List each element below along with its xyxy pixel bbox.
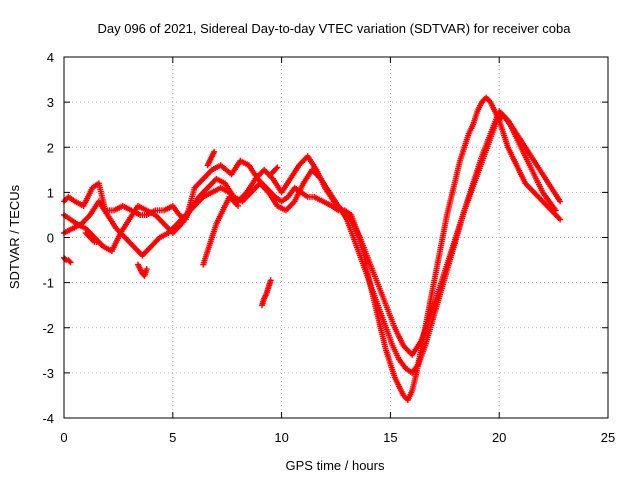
y-tick-label: -3 [42,366,54,381]
x-tick-label: 0 [60,430,67,445]
y-axis-label: SDTVAR / TECUs [7,184,22,289]
data-point [557,216,564,223]
x-tick-label: 25 [601,430,615,445]
chart-title: Day 096 of 2021, Sidereal Day-to-day VTE… [97,21,571,36]
data-point [552,207,559,214]
y-tick-label: 0 [47,231,54,246]
y-tick-label: 4 [47,50,54,65]
y-tick-label: 1 [47,185,54,200]
y-tick-label: 3 [47,95,54,110]
data-point [235,202,242,209]
x-tick-label: 20 [492,430,506,445]
x-tick-label: 10 [274,430,288,445]
data-point [273,165,280,172]
data-series [61,254,74,266]
data-point [211,148,218,155]
data-series [61,108,564,358]
tick-layer: 0 5 10 15 20 25 -4 -3 -2 -1 0 1 2 3 4 [42,50,615,445]
data-point [274,164,281,171]
data-layer [61,94,564,403]
grid-layer [64,57,608,418]
data-point [67,259,74,266]
y-tick-label: -4 [42,411,54,426]
data-series [200,193,242,268]
data-point [62,255,69,262]
y-tick-label: 2 [47,140,54,155]
x-tick-label: 5 [169,430,176,445]
data-series [204,148,218,169]
x-tick-label: 15 [383,430,397,445]
data-series [267,164,281,178]
data-series [134,261,150,279]
data-point [100,243,107,250]
x-axis-label: GPS time / hours [286,458,385,473]
data-point [66,258,73,265]
y-tick-label: -2 [42,321,54,336]
data-point [557,198,564,205]
data-point [143,266,150,273]
data-series [259,277,274,309]
data-series [82,229,107,250]
data-point [267,277,274,284]
y-tick-label: -1 [42,276,54,291]
